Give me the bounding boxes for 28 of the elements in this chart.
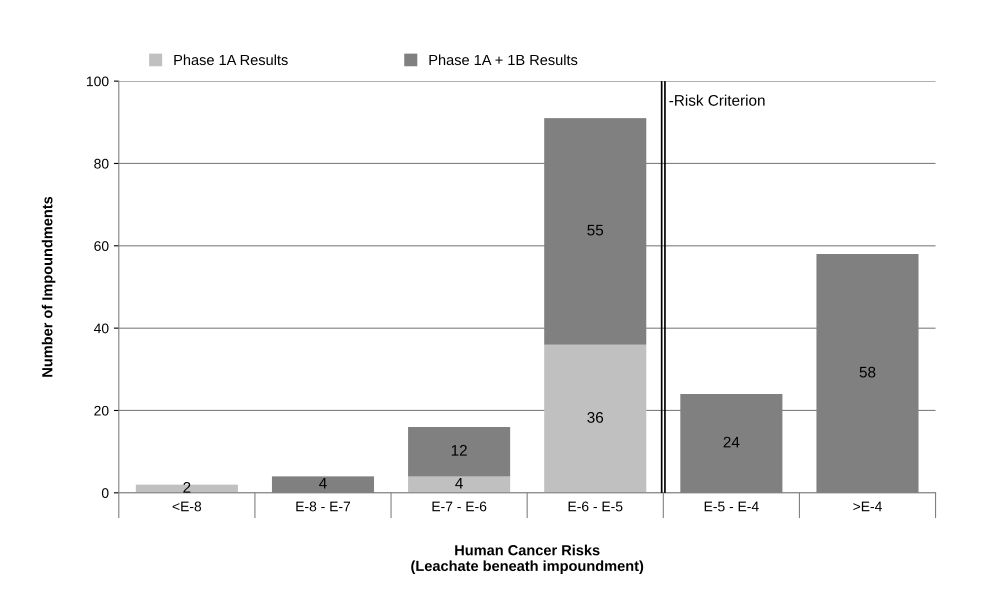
legend-label: Phase 1A Results	[174, 54, 288, 66]
data-label: 58	[860, 366, 876, 378]
annotation: -Risk Criterion	[669, 94, 765, 106]
y-tick-label: 40	[94, 323, 109, 334]
bar	[408, 426, 510, 476]
x-axis-title: Human Cancer Risks (Leachate beneath impoundment)	[411, 544, 644, 574]
bar	[544, 344, 646, 493]
y-axis-title: Number of Impoundments	[42, 196, 56, 377]
data-label: 4	[455, 478, 463, 489]
x-tick-label: E-6 - E-5	[568, 502, 622, 512]
data-label: 4	[319, 478, 327, 489]
y-tick-label: 80	[94, 158, 109, 169]
y-tick-label: 60	[94, 241, 109, 251]
x-tick-label: >E-4	[853, 502, 882, 512]
data-label: 12	[452, 444, 467, 456]
data-label: 2	[183, 482, 190, 493]
bar	[408, 476, 510, 493]
x-tick-label: E-8 - E-7	[296, 502, 350, 512]
y-tick-label: 100	[86, 76, 109, 86]
y-tick-label: 0	[102, 488, 109, 498]
x-tick-label: E-7 - E-6	[432, 502, 486, 512]
data-label: 24	[724, 436, 740, 448]
x-tick-label: E-5 - E-4	[704, 502, 759, 512]
legend-label: Phase 1A + 1B Results	[429, 54, 578, 66]
y-tick-label: 20	[94, 406, 109, 416]
x-tick-label: <E-8	[172, 502, 202, 512]
data-label: 55	[587, 224, 604, 236]
data-label: 36	[587, 412, 604, 423]
